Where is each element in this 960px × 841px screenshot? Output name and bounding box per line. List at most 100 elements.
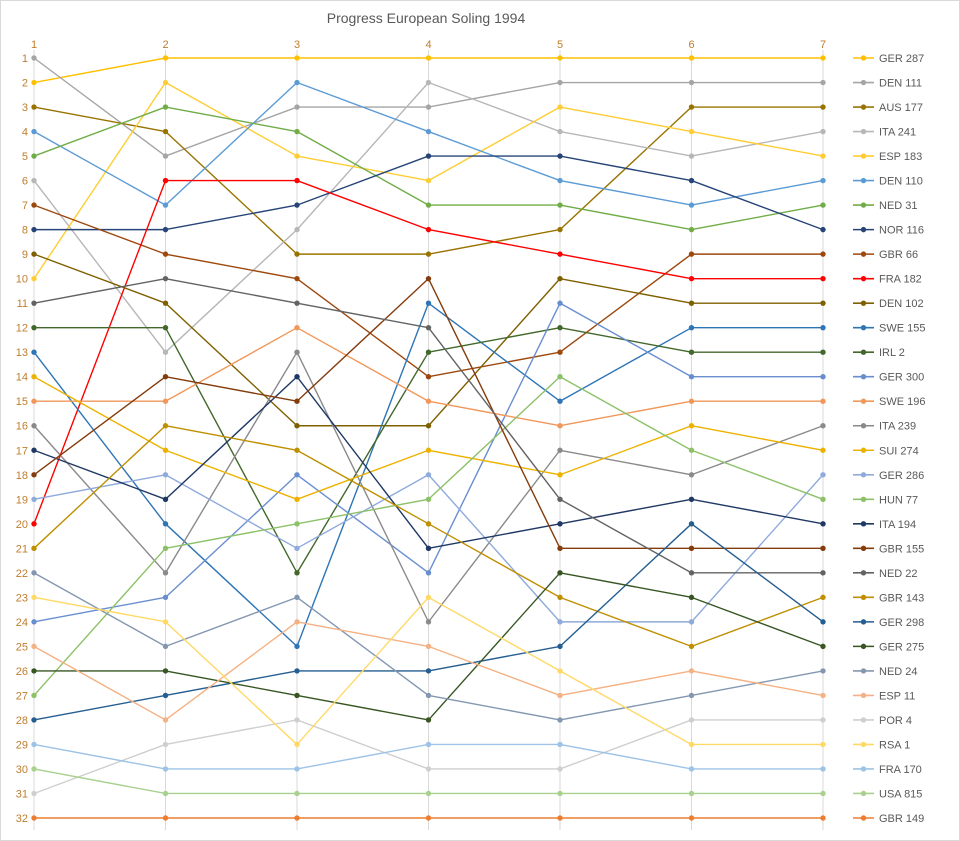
- legend-item: HUN 77: [853, 494, 918, 506]
- data-point-marker: [557, 177, 563, 184]
- data-point-marker: [688, 447, 695, 453]
- legend-label: GBR 149: [879, 813, 924, 825]
- legend-label: FRA 182: [879, 274, 922, 286]
- legend-label: SUI 274: [879, 445, 919, 457]
- series-line: [31, 570, 826, 723]
- data-point-marker: [294, 545, 300, 552]
- data-point-marker: [31, 692, 37, 699]
- data-point-marker: [31, 251, 37, 257]
- data-point-marker: [688, 790, 695, 797]
- legend-marker-icon: [860, 570, 867, 576]
- series-line: [31, 202, 826, 380]
- y-tick-label: 3: [22, 102, 28, 114]
- data-point-marker: [557, 398, 563, 404]
- data-point-marker: [688, 815, 695, 821]
- data-point-marker: [557, 324, 563, 331]
- x-tick-label: 5: [557, 39, 563, 51]
- data-point-marker: [31, 668, 37, 674]
- data-point-marker: [688, 668, 695, 674]
- data-point-marker: [162, 251, 169, 257]
- legend-marker-icon: [860, 545, 867, 552]
- data-point-marker: [162, 472, 169, 478]
- y-tick-label: 5: [22, 151, 28, 163]
- legend-marker-icon: [860, 423, 867, 429]
- data-point-marker: [820, 643, 826, 650]
- data-point-marker: [820, 668, 826, 674]
- data-point-marker: [31, 790, 37, 797]
- data-point-marker: [31, 104, 37, 110]
- series-line: [31, 104, 826, 233]
- data-point-marker: [688, 251, 695, 257]
- data-point-marker: [294, 766, 300, 772]
- legend-label: NOR 116: [879, 225, 924, 237]
- data-point-marker: [688, 545, 695, 552]
- data-point-marker: [425, 79, 432, 86]
- gridlines: [33, 50, 824, 830]
- legend-label: DEN 110: [879, 176, 923, 188]
- data-point-marker: [820, 226, 826, 233]
- series-line: [31, 79, 826, 355]
- y-tick-label: 20: [16, 519, 28, 531]
- data-point-marker: [31, 447, 37, 453]
- data-point-marker: [162, 55, 169, 61]
- data-point-marker: [688, 324, 695, 331]
- legend-item: DEN 111: [853, 78, 922, 90]
- chart-title: Progress European Soling 1994: [326, 10, 526, 26]
- legend-item: ESP 11: [853, 690, 915, 702]
- y-tick-label: 22: [16, 568, 28, 580]
- data-point-marker: [820, 619, 826, 625]
- data-point-marker: [688, 766, 695, 772]
- data-point-marker: [294, 447, 300, 453]
- legend-label: ITA 239: [879, 421, 916, 433]
- data-point-marker: [162, 521, 169, 527]
- y-tick-label: 11: [17, 298, 28, 310]
- y-tick-label: 24: [16, 617, 28, 629]
- data-point-marker: [820, 496, 826, 502]
- data-point-marker: [162, 324, 169, 331]
- data-point-marker: [31, 619, 37, 625]
- data-point-marker: [294, 324, 300, 331]
- legend-marker-icon: [860, 594, 867, 601]
- series-line: [31, 300, 826, 625]
- series-line: [31, 177, 826, 527]
- data-point-marker: [557, 643, 563, 650]
- data-point-marker: [425, 521, 432, 527]
- data-point-marker: [688, 55, 695, 61]
- series-line: [31, 300, 826, 650]
- data-point-marker: [557, 717, 563, 723]
- data-point-marker: [557, 447, 563, 453]
- data-point-marker: [820, 128, 826, 135]
- data-point-marker: [820, 570, 826, 576]
- data-point-marker: [557, 275, 563, 282]
- legend-item: GER 275: [853, 641, 924, 653]
- y-tick-label: 19: [16, 494, 28, 506]
- data-point-marker: [31, 55, 37, 61]
- data-point-marker: [557, 619, 563, 625]
- data-point-marker: [294, 104, 300, 110]
- data-point-marker: [162, 619, 169, 625]
- series-line: [31, 766, 826, 797]
- data-point-marker: [162, 423, 169, 429]
- data-point-marker: [425, 717, 432, 723]
- data-point-marker: [31, 398, 37, 404]
- data-point-marker: [294, 692, 300, 699]
- y-tick-label: 2: [22, 78, 28, 90]
- data-point-marker: [162, 79, 169, 86]
- series-line: [31, 79, 826, 282]
- data-point-marker: [31, 423, 37, 429]
- data-point-marker: [31, 349, 37, 355]
- data-point-marker: [162, 374, 169, 380]
- data-point-marker: [294, 374, 300, 380]
- legend-label: RSA 1: [879, 739, 910, 751]
- y-tick-label: 12: [16, 323, 28, 335]
- y-tick-label: 8: [22, 225, 28, 237]
- legend-marker-icon: [860, 374, 867, 380]
- data-point-marker: [820, 251, 826, 257]
- data-point-marker: [294, 349, 300, 355]
- legend-marker-icon: [860, 398, 867, 404]
- data-point-marker: [162, 496, 169, 502]
- series-line: [31, 741, 826, 772]
- data-point-marker: [162, 692, 169, 699]
- series-line: [31, 374, 826, 699]
